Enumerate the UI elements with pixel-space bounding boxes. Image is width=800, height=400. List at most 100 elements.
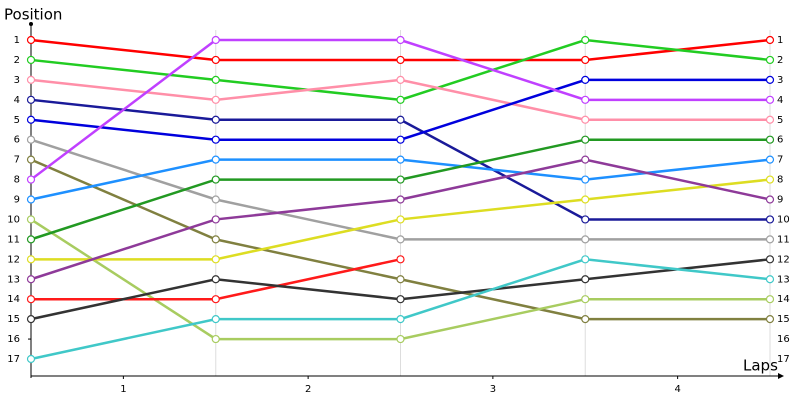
point-marker xyxy=(396,334,405,344)
y-tick-label-right: 14 xyxy=(777,294,790,305)
y-tick-label-right: 4 xyxy=(777,95,783,106)
y-tick-label: 13 xyxy=(7,274,20,285)
point-marker xyxy=(26,275,36,284)
point-marker xyxy=(581,35,590,45)
point-marker xyxy=(396,295,405,304)
point-marker xyxy=(211,95,220,104)
point-marker xyxy=(581,315,590,324)
markers xyxy=(26,35,775,364)
y-tick-label: 7 xyxy=(14,155,20,166)
point-marker xyxy=(26,75,36,84)
y-tick-label-right: 11 xyxy=(777,234,790,245)
point-marker xyxy=(211,195,220,204)
point-marker xyxy=(26,295,36,304)
point-marker xyxy=(765,155,775,164)
point-marker xyxy=(396,135,405,144)
point-marker xyxy=(26,55,36,65)
point-marker xyxy=(396,255,405,264)
point-marker xyxy=(211,235,220,244)
point-marker xyxy=(211,175,220,184)
point-marker xyxy=(765,255,775,264)
y-tick-label-right: 12 xyxy=(777,254,790,265)
point-marker xyxy=(211,295,220,304)
point-marker xyxy=(26,215,36,224)
y-tick-label: 8 xyxy=(14,175,20,186)
point-marker xyxy=(581,255,590,264)
x-axis-title: Laps xyxy=(743,357,778,375)
y-tick-label: 5 xyxy=(14,115,20,126)
point-marker xyxy=(396,95,405,104)
point-marker xyxy=(26,175,36,184)
y-tick-label-right: 1 xyxy=(777,35,783,46)
point-marker xyxy=(211,215,220,224)
x-tick-label: 1 xyxy=(120,384,126,395)
point-marker xyxy=(211,35,220,45)
point-marker xyxy=(581,135,590,144)
point-marker xyxy=(211,75,220,84)
y-tick-label: 17 xyxy=(7,354,20,365)
point-marker xyxy=(765,235,775,244)
x-tick-label: 4 xyxy=(674,384,680,395)
point-marker xyxy=(765,275,775,284)
point-marker xyxy=(26,255,36,264)
y-tick-label: 15 xyxy=(7,314,20,325)
y-axis-title: Position xyxy=(4,6,62,24)
point-marker xyxy=(581,175,590,184)
point-marker xyxy=(211,115,220,124)
point-marker xyxy=(581,55,590,65)
point-marker xyxy=(581,295,590,304)
point-marker xyxy=(581,95,590,104)
y-tick-label: 10 xyxy=(7,214,20,225)
point-marker xyxy=(581,195,590,204)
y-tick-label-right: 7 xyxy=(777,155,783,166)
point-marker xyxy=(765,55,775,65)
point-marker xyxy=(26,235,36,244)
x-tick-label: 2 xyxy=(305,384,311,395)
point-marker xyxy=(396,315,405,324)
point-marker xyxy=(26,354,36,364)
point-marker xyxy=(211,155,220,164)
point-marker xyxy=(26,35,36,45)
y-tick-label: 12 xyxy=(7,254,20,265)
point-marker xyxy=(396,115,405,124)
y-tick-label-right: 9 xyxy=(777,195,783,206)
y-tick-label: 3 xyxy=(14,75,20,86)
y-tick-label-right: 2 xyxy=(777,55,783,66)
y-tick-label-right: 17 xyxy=(777,354,790,365)
y-tick-label-right: 6 xyxy=(777,135,783,146)
point-marker xyxy=(581,75,590,84)
point-marker xyxy=(765,95,775,104)
y-tick-label: 16 xyxy=(7,334,20,345)
point-marker xyxy=(396,215,405,224)
point-marker xyxy=(26,315,36,324)
point-marker xyxy=(396,155,405,164)
point-marker xyxy=(26,115,36,124)
point-marker xyxy=(765,135,775,144)
point-marker xyxy=(581,155,590,164)
point-marker xyxy=(581,275,590,284)
y-tick-label-right: 10 xyxy=(777,214,790,225)
point-marker xyxy=(211,275,220,284)
axis-end xyxy=(29,22,33,26)
y-tick-label-right: 13 xyxy=(777,274,790,285)
y-tick-label: 2 xyxy=(14,55,20,66)
point-marker xyxy=(581,115,590,124)
point-marker xyxy=(765,35,775,45)
point-marker xyxy=(765,115,775,124)
y-tick-label-right: 8 xyxy=(777,175,783,186)
point-marker xyxy=(765,315,775,324)
point-marker xyxy=(765,215,775,224)
point-marker xyxy=(765,295,775,304)
y-tick-label: 6 xyxy=(14,135,20,146)
point-marker xyxy=(211,55,220,65)
point-marker xyxy=(765,175,775,184)
y-tick-label: 11 xyxy=(7,234,20,245)
point-marker xyxy=(765,75,775,84)
point-marker xyxy=(211,315,220,324)
y-tick-label-right: 3 xyxy=(777,75,783,86)
point-marker xyxy=(26,155,36,164)
point-marker xyxy=(765,195,775,204)
point-marker xyxy=(396,235,405,244)
point-marker xyxy=(26,195,36,204)
y-tick-label: 4 xyxy=(14,95,20,106)
